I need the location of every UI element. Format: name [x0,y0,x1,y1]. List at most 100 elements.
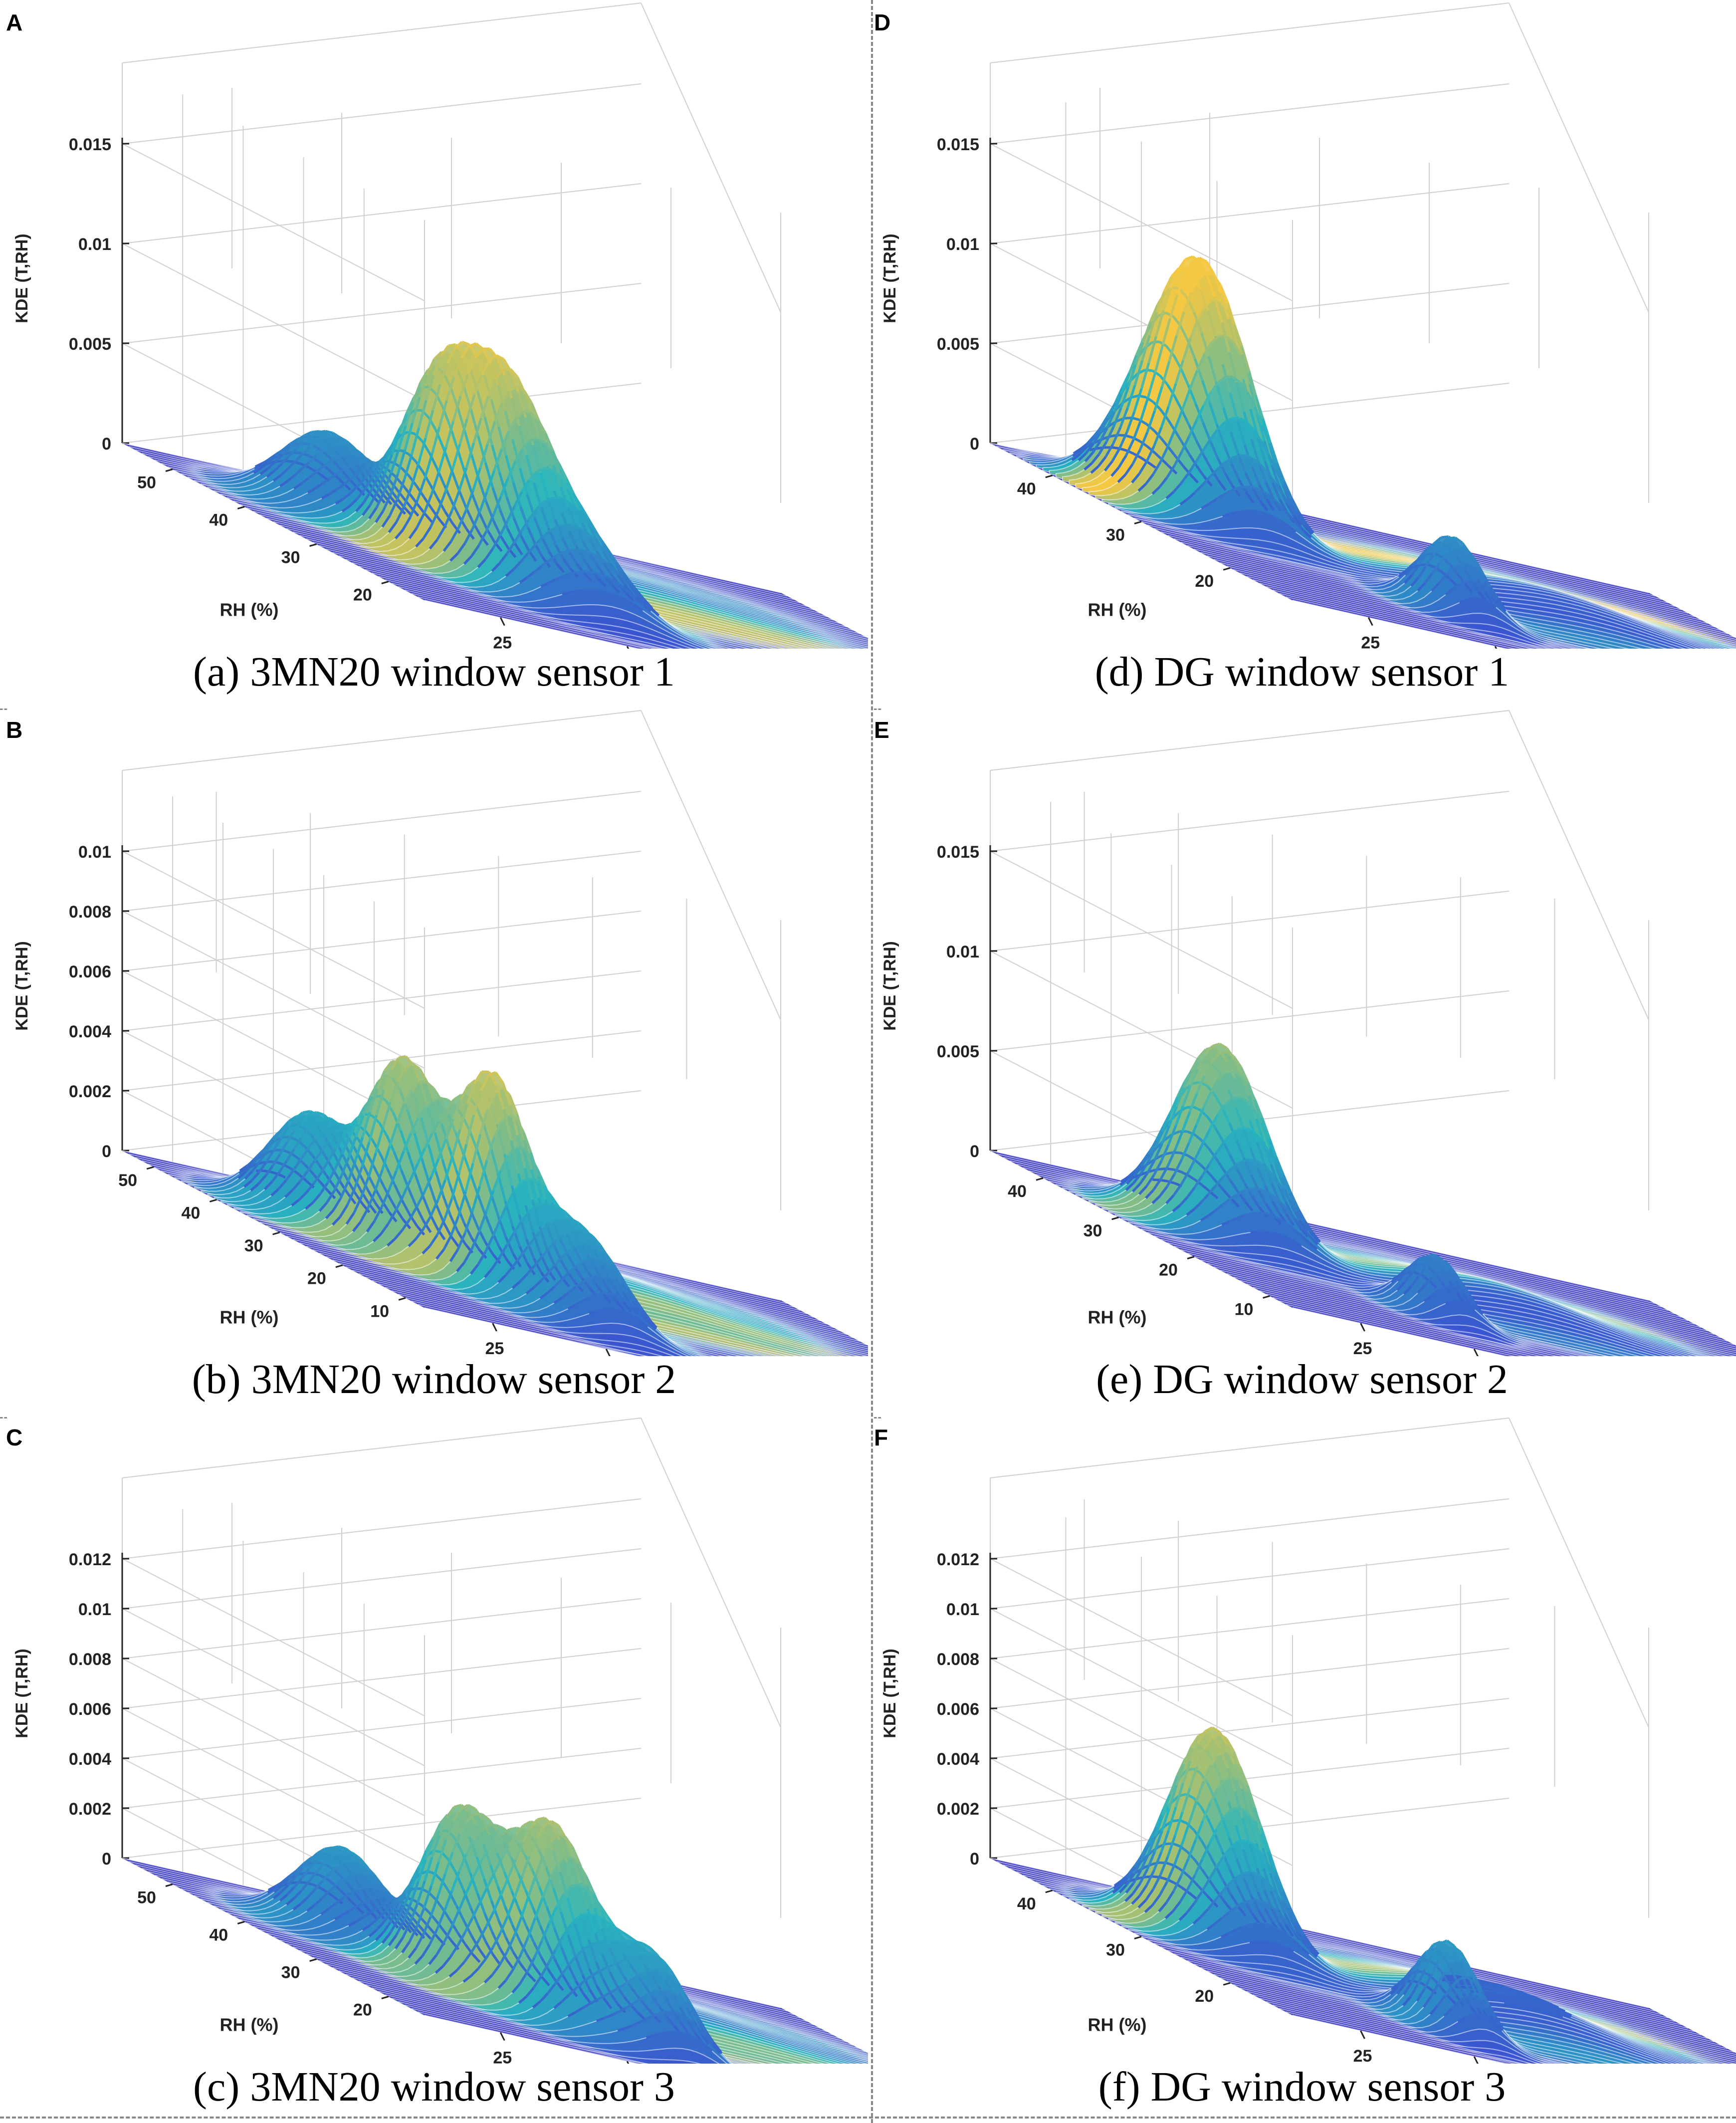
surface-ridge-segment [1446,1269,1455,1276]
surface-ridge-segment [584,1257,592,1262]
surface-ridge-segment [1119,1178,1128,1186]
surface-ridge-segment [295,1863,305,1872]
surface-ridge-segment [414,1955,424,1965]
surface-ridge-segment [1218,1733,1227,1740]
surface-ridge-segment [1417,1266,1427,1278]
surface-ridge-segment [1433,1260,1443,1270]
rh-axis-label: RH (%) [1088,2014,1147,2035]
surface-ridge-segment [316,1852,325,1861]
grid-line [990,1648,1510,1709]
surface-ridge-segment [559,1238,569,1255]
surface-ridge-segment [482,375,493,400]
surface-ridge-segment [627,600,636,607]
surface-ridge-segment [398,1061,408,1074]
surface-ridge-segment [1309,1236,1319,1246]
rh-tick-mark [1111,1216,1119,1220]
surface-ridge-segment [1173,1159,1183,1175]
surface-ridge-segment [1442,572,1452,581]
surface-ridge-segment [1274,1163,1284,1179]
surface-ridge-segment [518,1995,527,2004]
surface-ridge-segment [1166,428,1176,448]
surface-ridge-segment [315,466,324,473]
surface-ridge-segment [364,1130,374,1142]
surface-ridge-segment [1257,1910,1267,1923]
surface-ridge-segment [1252,1187,1260,1190]
surface-ridge-segment [1272,1925,1281,1931]
surface-ridge-segment [1152,1179,1162,1191]
surface-ridge-segment [1208,1184,1217,1195]
surface-ridge-segment [567,1304,576,1310]
z-tick-label: 0.01 [946,1600,979,1619]
surface-ridge-segment [1261,424,1271,445]
surface-ridge-segment [1214,1890,1224,1901]
surface-ridge-segment [650,1955,659,1968]
surface-ridge-segment [693,2031,703,2043]
grid-line [122,851,425,1009]
surface-ridge-segment [508,1094,518,1114]
surface-ridge-segment [1207,1117,1217,1129]
surface-ridge-segment [356,489,365,500]
surface-ridge-segment [509,368,519,378]
surface-ridge-segment [1158,1902,1167,1912]
surface-ridge-segment [1244,1871,1252,1875]
surface-ridge-segment [564,499,573,506]
surface-ridge-segment [484,463,494,488]
surface-ridge-segment [1182,1746,1193,1765]
surface-ridge-segment [257,1175,266,1185]
surface-ridge-segment [1442,1282,1451,1294]
surface-ridge-segment [284,1164,293,1171]
surface-ridge-segment [493,402,504,422]
surface-ridge-segment [515,410,525,419]
surface-ridge-segment [300,477,310,485]
surface-ridge-segment [347,1193,357,1204]
surface-ridge-segment [369,1918,378,1926]
surface-ridge-segment [1410,1968,1420,1984]
surface-ridge-segment [568,1286,577,1294]
surface-ridge-segment [463,1223,473,1239]
surface-ridge-segment [1409,1983,1419,1998]
surface-ridge-segment [372,1885,380,1890]
surface-ridge-segment [529,437,538,442]
surface-ridge-segment [436,1873,446,1897]
surface-ridge-segment [553,1264,563,1278]
surface-ridge-segment [1215,1176,1225,1186]
surface-ridge-segment [436,498,446,513]
surface-ridge-segment [485,1873,495,1889]
surface-ridge-segment [1214,1203,1224,1212]
surface-ridge-segment [1246,392,1256,408]
surface-ridge-segment [1452,1958,1461,1964]
surface-ridge-segment [1180,1172,1190,1186]
surface-ridge-segment [490,399,500,428]
surface-ridge-segment [1147,1140,1157,1155]
surface-ridge-segment [1131,473,1140,483]
surface-ridge-segment [1260,441,1270,456]
surface-ridge-segment [1206,1923,1216,1930]
surface-ridge-segment [1212,298,1220,302]
z-tick-label: 0.006 [69,1700,111,1719]
surface-ridge-segment [332,1216,341,1226]
surface-ridge-segment [1280,1900,1290,1914]
surface-ridge-segment [495,1824,504,1830]
surface-ridge-segment [1078,452,1087,462]
surface-ridge-segment [1270,465,1281,486]
surface-ridge-segment [1486,2016,1496,2025]
surface-ridge-segment [404,1879,414,1895]
surface-ridge-segment [281,447,291,456]
surface-ridge-segment [625,1312,634,1318]
surface-ridge-segment [498,1245,508,1259]
surface-ridge-segment [320,1161,330,1174]
rh-tick-label: 20 [1195,1987,1214,2006]
surface-ridge-segment [292,1903,301,1911]
surface-ridge-segment [424,410,434,439]
surface-ridge-segment [244,1170,253,1180]
surface-ridge-segment [312,445,321,451]
surface-ridge-segment [484,1940,494,1955]
surface-ridge-segment [1139,397,1149,421]
surface-ridge-segment [499,1877,509,1896]
surface-ridge-segment [335,1878,345,1886]
surface-ridge-segment [457,510,467,529]
surface-ridge-segment [355,1916,364,1923]
surface-ridge-segment [1469,1992,1479,2008]
surface-ridge-segment [369,1081,380,1097]
